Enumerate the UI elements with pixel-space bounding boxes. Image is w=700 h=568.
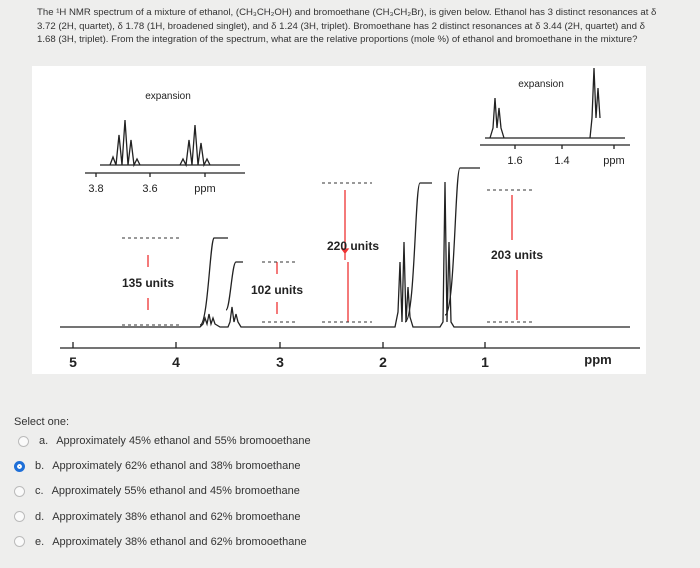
nmr-spectrum: expansion 3.8 3.6 ppm expansion 1.6 1.4 …: [32, 66, 646, 374]
option[interactable]: e. Approximately 38% ethanol and 62% brom…: [14, 534, 307, 550]
radio-button[interactable]: [14, 485, 25, 497]
integral-label: 135 units: [122, 276, 174, 290]
integral-guides: [122, 182, 535, 326]
inset-tick: 1.6: [507, 155, 522, 167]
radio-button[interactable]: [18, 435, 29, 447]
integral-label: 220 units: [327, 239, 379, 253]
integral-label: 203 units: [491, 248, 543, 262]
axis-tick: 4: [172, 354, 180, 370]
option-letter: c.: [35, 485, 44, 498]
option-text: Approximately 38% ethanol and 62% bromoe…: [52, 510, 301, 523]
option-letter: a.: [39, 435, 49, 447]
option-text: Approximately 62% ethanol and 38% bromoe…: [52, 460, 301, 473]
inset-label: expansion: [518, 79, 564, 90]
radio-button[interactable]: [14, 511, 25, 523]
integral-arrows: [147, 190, 518, 322]
inset-unit: ppm: [603, 155, 624, 167]
axis-tick: 2: [379, 354, 387, 370]
option-text: Approximately 45% ethanol and 55% bromoo…: [56, 435, 311, 447]
axis-tick: 5: [69, 354, 77, 370]
option[interactable]: d. Approximately 38% ethanol and 62% brom…: [14, 509, 300, 525]
inset-tick: 3.6: [142, 183, 157, 195]
option-text: Approximately 55% ethanol and 45% bromoe…: [51, 485, 300, 498]
option-letter: b.: [35, 460, 45, 473]
axis-tick: 3: [276, 354, 284, 370]
option-text: Approximately 38% ethanol and 62% bromoo…: [52, 535, 307, 548]
inset-unit: ppm: [194, 183, 215, 195]
radio-button[interactable]: [14, 460, 25, 472]
axis-tick: 1: [481, 354, 489, 370]
inset-tick: 1.4: [554, 155, 569, 167]
option-letter: e.: [35, 535, 45, 548]
option[interactable]: c. Approximately 55% ethanol and 45% brom…: [14, 483, 300, 499]
option[interactable]: b. Approximately 62% ethanol and 38% brom…: [14, 458, 300, 474]
option[interactable]: a. Approximately 45% ethanol and 55% brom…: [18, 433, 311, 449]
inset-tick: 3.8: [88, 183, 103, 195]
inset-label: expansion: [145, 91, 191, 102]
spectrum-lines: [60, 67, 640, 349]
select-prompt: Select one:: [14, 416, 70, 428]
spectrum-panel: [32, 66, 646, 374]
integral-label: 102 units: [251, 283, 303, 297]
option-letter: d.: [35, 510, 45, 523]
axis-unit: ppm: [584, 352, 611, 367]
radio-button[interactable]: [14, 536, 25, 548]
question-text: The ¹H NMR spectrum of a mixture of etha…: [37, 7, 657, 45]
